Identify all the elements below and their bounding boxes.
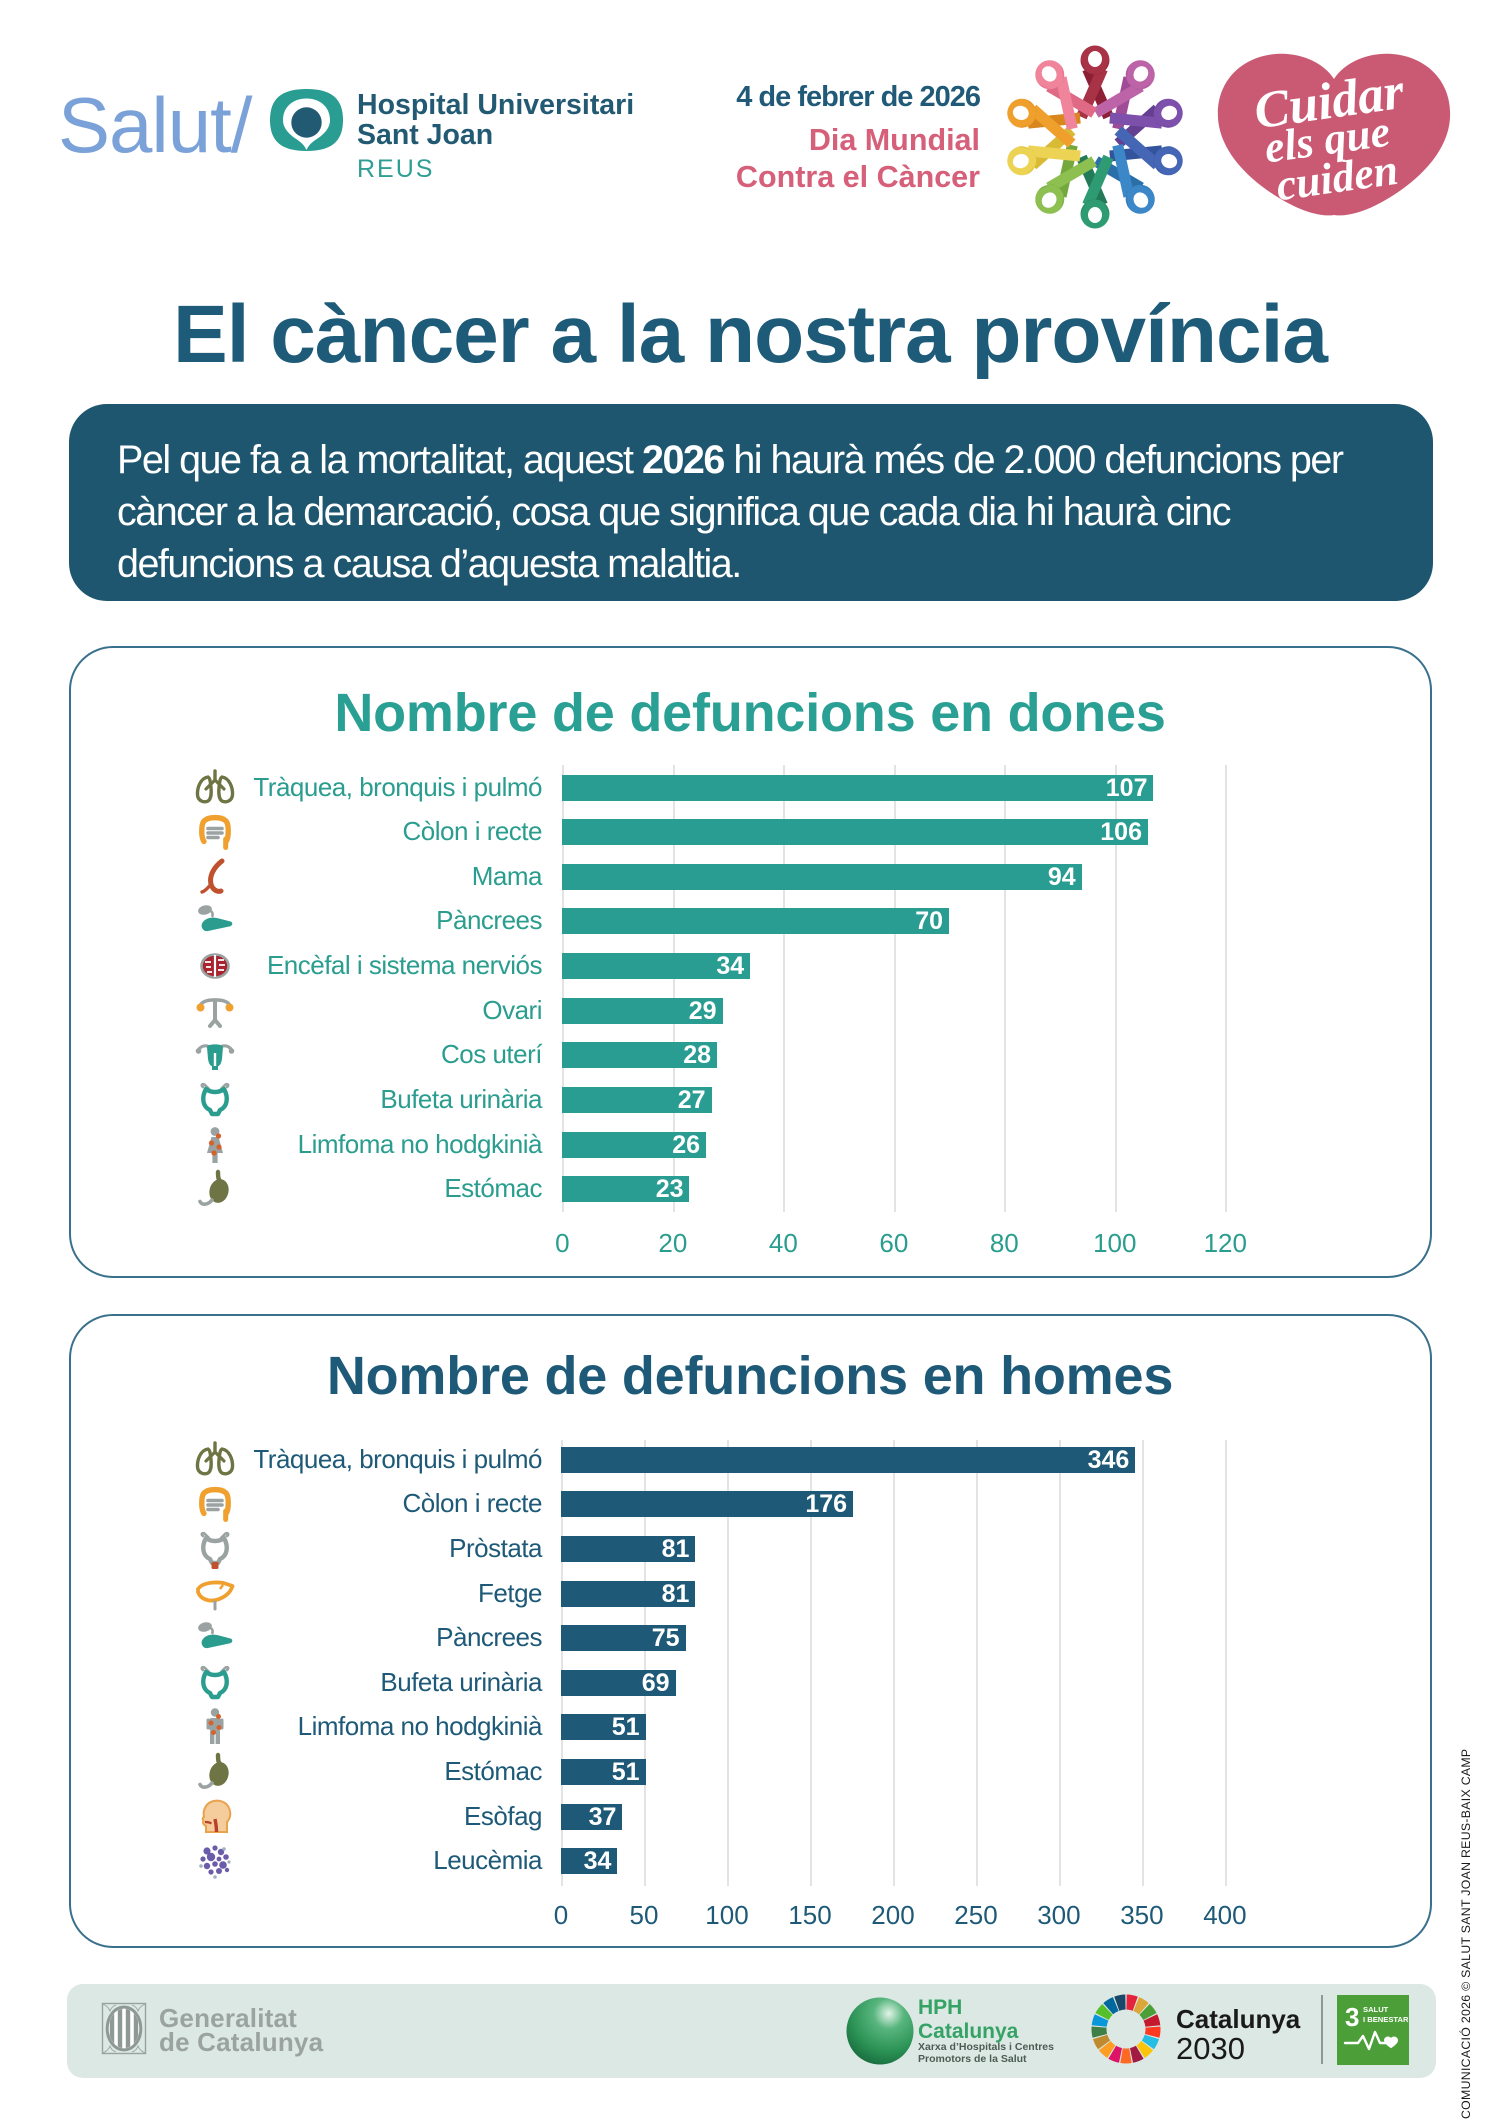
svg-text:SALUT: SALUT: [1363, 2005, 1389, 2014]
svg-text:I BENESTAR: I BENESTAR: [1363, 2015, 1409, 2024]
svg-text:3: 3: [1345, 2002, 1359, 2032]
